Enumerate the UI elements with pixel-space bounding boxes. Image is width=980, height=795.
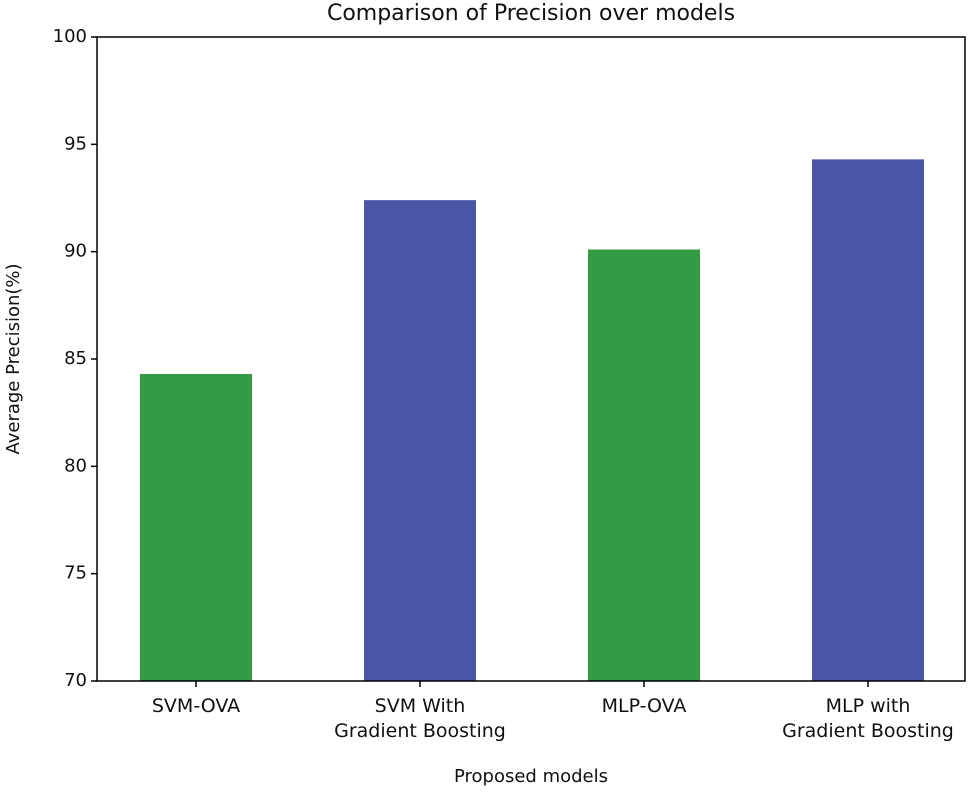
- x-tick-label: SVM-OVA: [151, 695, 241, 717]
- y-axis-label: Average Precision(%): [3, 263, 24, 454]
- y-tick-label: 85: [64, 348, 87, 369]
- y-tick-label: 100: [53, 26, 87, 47]
- plot-frame: [96, 36, 966, 682]
- y-tick-label: 75: [64, 563, 87, 584]
- y-tick-label: 80: [64, 455, 87, 476]
- x-axis-label: Proposed models: [454, 766, 608, 787]
- chart-title: Comparison of Precision over models: [327, 1, 735, 26]
- y-tick-label: 95: [64, 133, 87, 154]
- bar: [588, 249, 700, 681]
- y-tick-label: 90: [64, 241, 87, 262]
- x-tick-label: SVM With Gradient Boosting: [334, 695, 506, 742]
- bar: [364, 200, 476, 681]
- bar: [140, 374, 252, 681]
- bar: [812, 159, 924, 682]
- y-tick-label: 70: [64, 670, 87, 691]
- x-tick-label: MLP-OVA: [601, 695, 687, 717]
- x-tick-label: MLP with Gradient Boosting: [782, 695, 954, 742]
